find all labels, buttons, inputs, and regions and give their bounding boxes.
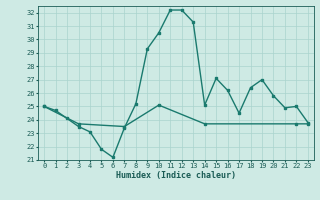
X-axis label: Humidex (Indice chaleur): Humidex (Indice chaleur) — [116, 171, 236, 180]
